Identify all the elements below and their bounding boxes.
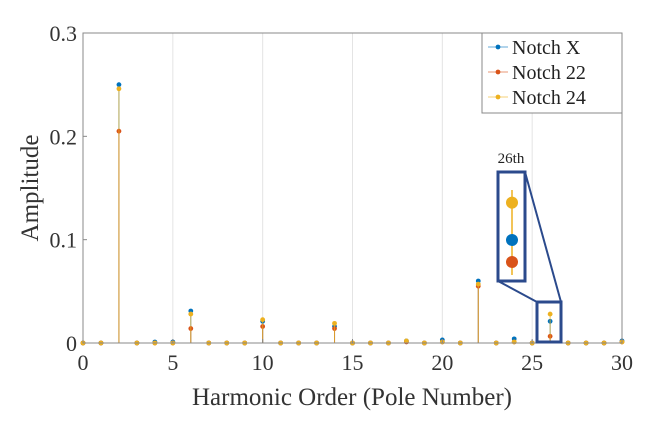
legend-label: Notch 24 xyxy=(512,87,586,109)
annotation-label: 26th xyxy=(498,151,525,167)
x-tick-label: 30 xyxy=(611,350,633,375)
zoom-connector xyxy=(497,280,538,303)
inset-marker xyxy=(506,196,518,209)
legend-marker xyxy=(495,69,501,75)
y-tick-label: 0 xyxy=(66,331,77,356)
stem-marker xyxy=(116,82,122,88)
zoom-connector xyxy=(524,171,562,303)
legend-label: Notch X xyxy=(512,37,581,59)
legend: Notch X Notch 22 Notch 24 xyxy=(481,32,623,114)
x-tick-label: 15 xyxy=(342,350,364,375)
x-tick-label: 5 xyxy=(167,350,178,375)
inset-marker xyxy=(506,256,518,268)
legend-marker xyxy=(495,44,501,50)
stem-marker xyxy=(332,320,337,326)
x-tick-label: 20 xyxy=(431,350,453,375)
y-tick-label: 0.3 xyxy=(50,21,78,46)
stem-marker xyxy=(511,339,517,345)
zoom-annotation: 26th xyxy=(496,151,563,344)
stem-marker xyxy=(116,86,122,92)
y-axis-label: Amplitude xyxy=(17,135,44,242)
x-axis-label: Harmonic Order (Pole Number) xyxy=(192,384,512,411)
legend-box xyxy=(481,32,623,114)
stem-marker xyxy=(404,338,409,344)
x-tick-label: 25 xyxy=(521,350,543,375)
legend-label: Notch 22 xyxy=(512,62,586,84)
inset-marker xyxy=(506,234,518,246)
stem-marker xyxy=(475,281,481,287)
y-tick-label: 0.2 xyxy=(50,124,78,149)
zoom-source-box xyxy=(535,300,563,344)
stems-layer xyxy=(80,33,625,346)
x-tick-label: 10 xyxy=(252,350,274,375)
x-tick-label: 0 xyxy=(78,350,89,375)
stem-marker xyxy=(260,317,266,323)
legend-marker xyxy=(495,94,501,100)
y-tick-label: 0.1 xyxy=(50,228,78,253)
stem-marker xyxy=(188,311,194,317)
stem-marker xyxy=(547,311,553,317)
